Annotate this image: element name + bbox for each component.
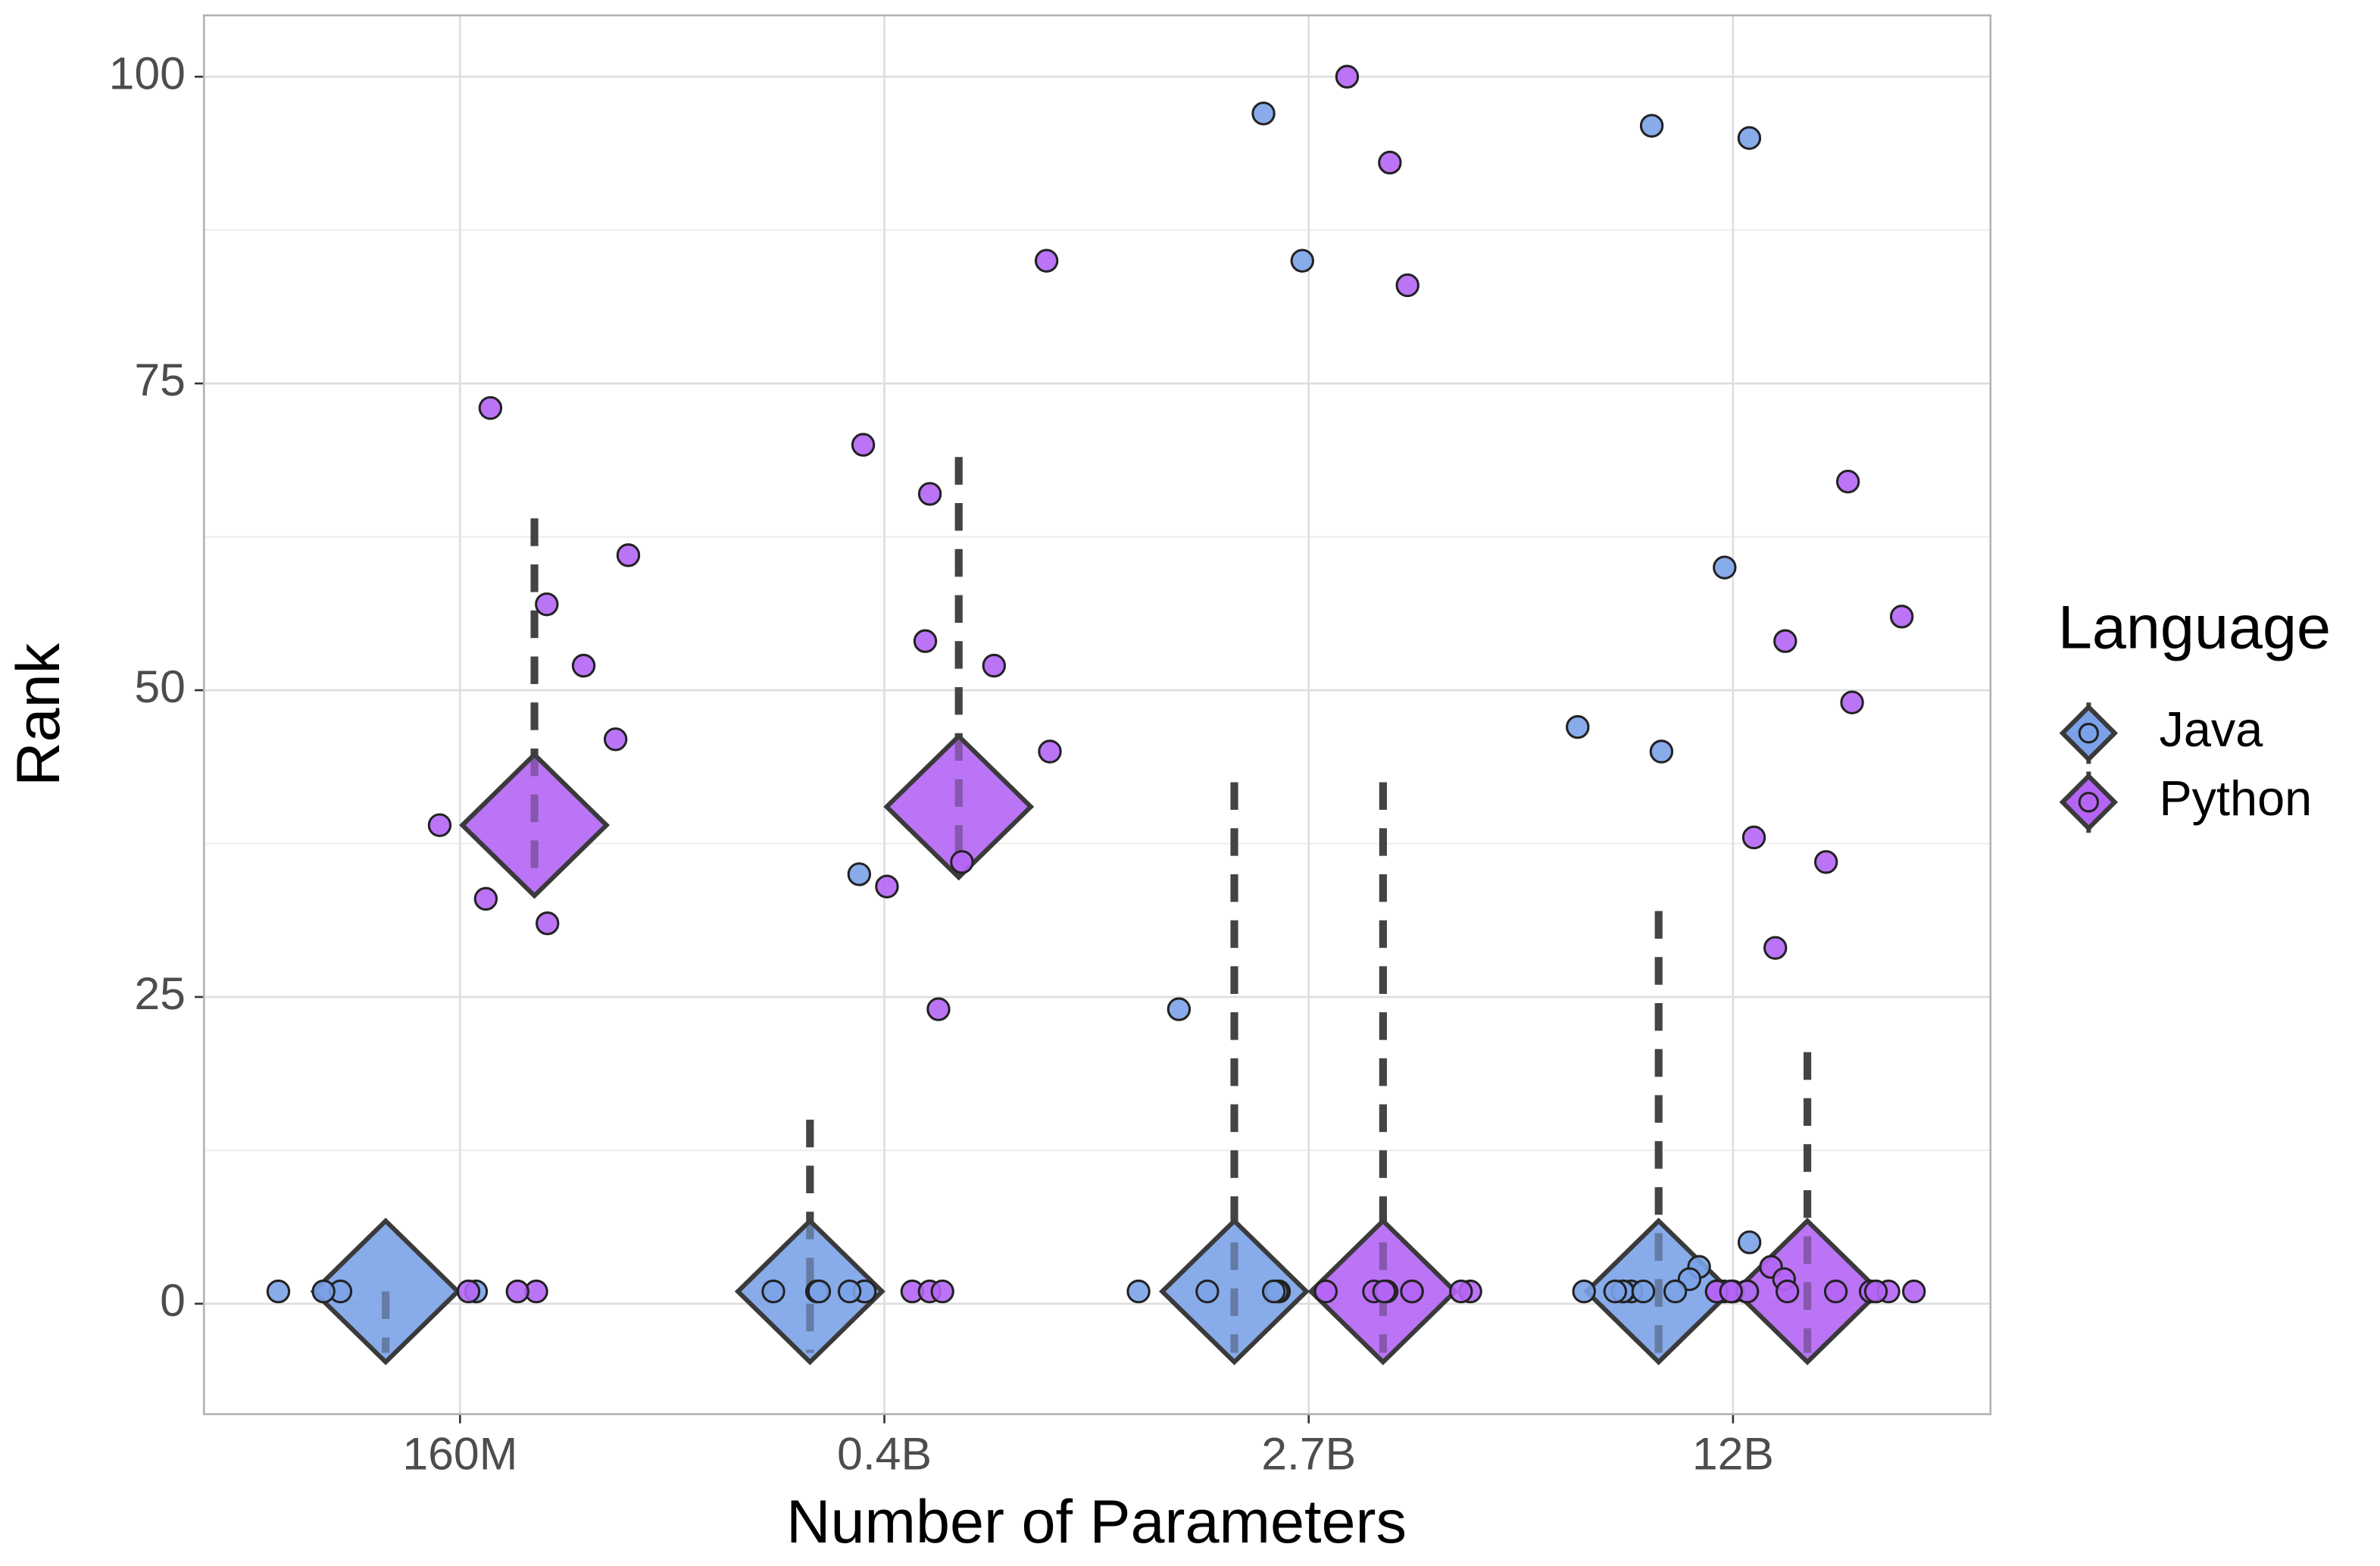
point: [1737, 126, 1762, 150]
point: [1889, 605, 1914, 629]
point: [1639, 114, 1664, 138]
y-axis-title: Rank: [5, 642, 73, 786]
point: [1290, 248, 1314, 273]
point: [478, 395, 503, 420]
point: [1603, 1279, 1628, 1304]
point: [1763, 936, 1788, 960]
point: [456, 1279, 481, 1304]
point: [1719, 1279, 1743, 1304]
point: [1372, 1279, 1396, 1304]
point: [1261, 1279, 1286, 1304]
legend-key-point: [2078, 723, 2100, 744]
point: [1649, 739, 1674, 764]
point: [1631, 1279, 1656, 1304]
point: [1378, 150, 1402, 175]
point: [1335, 64, 1360, 89]
point: [1741, 825, 1766, 850]
y-tick-label: 0: [160, 1274, 186, 1326]
y-tick-label: 100: [109, 47, 186, 98]
x-tick-label: 12B: [1692, 1427, 1774, 1479]
point: [505, 1279, 529, 1304]
point: [1313, 1279, 1338, 1304]
point: [603, 727, 628, 752]
legend-title: Language: [2058, 593, 2331, 661]
x-tick-label: 160M: [402, 1427, 517, 1479]
mean-diamond: [1159, 1217, 1310, 1365]
point: [950, 850, 974, 874]
point: [1840, 690, 1864, 714]
y-tick-label: 75: [134, 354, 186, 405]
point: [311, 1279, 336, 1304]
legend-key-point: [2078, 792, 2100, 813]
point: [536, 911, 560, 936]
point: [851, 433, 876, 457]
point: [1566, 714, 1590, 739]
point: [917, 482, 942, 506]
point: [1400, 1279, 1424, 1304]
y-tick-label: 50: [134, 661, 186, 712]
point: [926, 997, 951, 1021]
point: [1902, 1279, 1926, 1304]
legend-label: Java: [2159, 702, 2263, 757]
point: [761, 1279, 786, 1304]
point: [427, 813, 452, 837]
point: [1813, 850, 1838, 874]
point: [1823, 1279, 1848, 1304]
point: [1195, 1279, 1220, 1304]
point: [913, 629, 938, 653]
point: [1395, 273, 1420, 298]
point: [1773, 629, 1797, 653]
point: [982, 653, 1006, 678]
point: [1251, 102, 1276, 126]
point: [1572, 1279, 1596, 1304]
mean-diamond: [883, 733, 1035, 881]
point: [1449, 1279, 1473, 1304]
y-tick-label: 25: [134, 967, 186, 1019]
point: [1167, 997, 1192, 1021]
point: [1663, 1279, 1688, 1304]
point: [807, 1279, 832, 1304]
point: [1713, 555, 1737, 580]
point: [1737, 1230, 1762, 1255]
point: [1034, 248, 1059, 273]
point: [875, 874, 899, 899]
legend-label: Python: [2159, 770, 2312, 826]
mean-diamond: [459, 751, 611, 899]
point: [473, 886, 498, 911]
point: [266, 1279, 291, 1304]
mean-diamond: [310, 1217, 461, 1365]
point: [1038, 739, 1062, 764]
point: [1835, 469, 1860, 494]
point: [847, 862, 872, 886]
point: [1775, 1279, 1800, 1304]
plot-border: [202, 14, 1992, 1415]
point: [616, 543, 641, 567]
x-tick-label: 0.4B: [837, 1427, 932, 1479]
point: [1126, 1279, 1151, 1304]
x-tick-label: 2.7B: [1261, 1427, 1356, 1479]
point: [837, 1279, 862, 1304]
point: [930, 1279, 954, 1304]
point: [535, 592, 559, 617]
point: [571, 653, 596, 678]
point: [1863, 1279, 1888, 1304]
x-axis-title: Number of Parameters: [786, 1488, 1407, 1556]
